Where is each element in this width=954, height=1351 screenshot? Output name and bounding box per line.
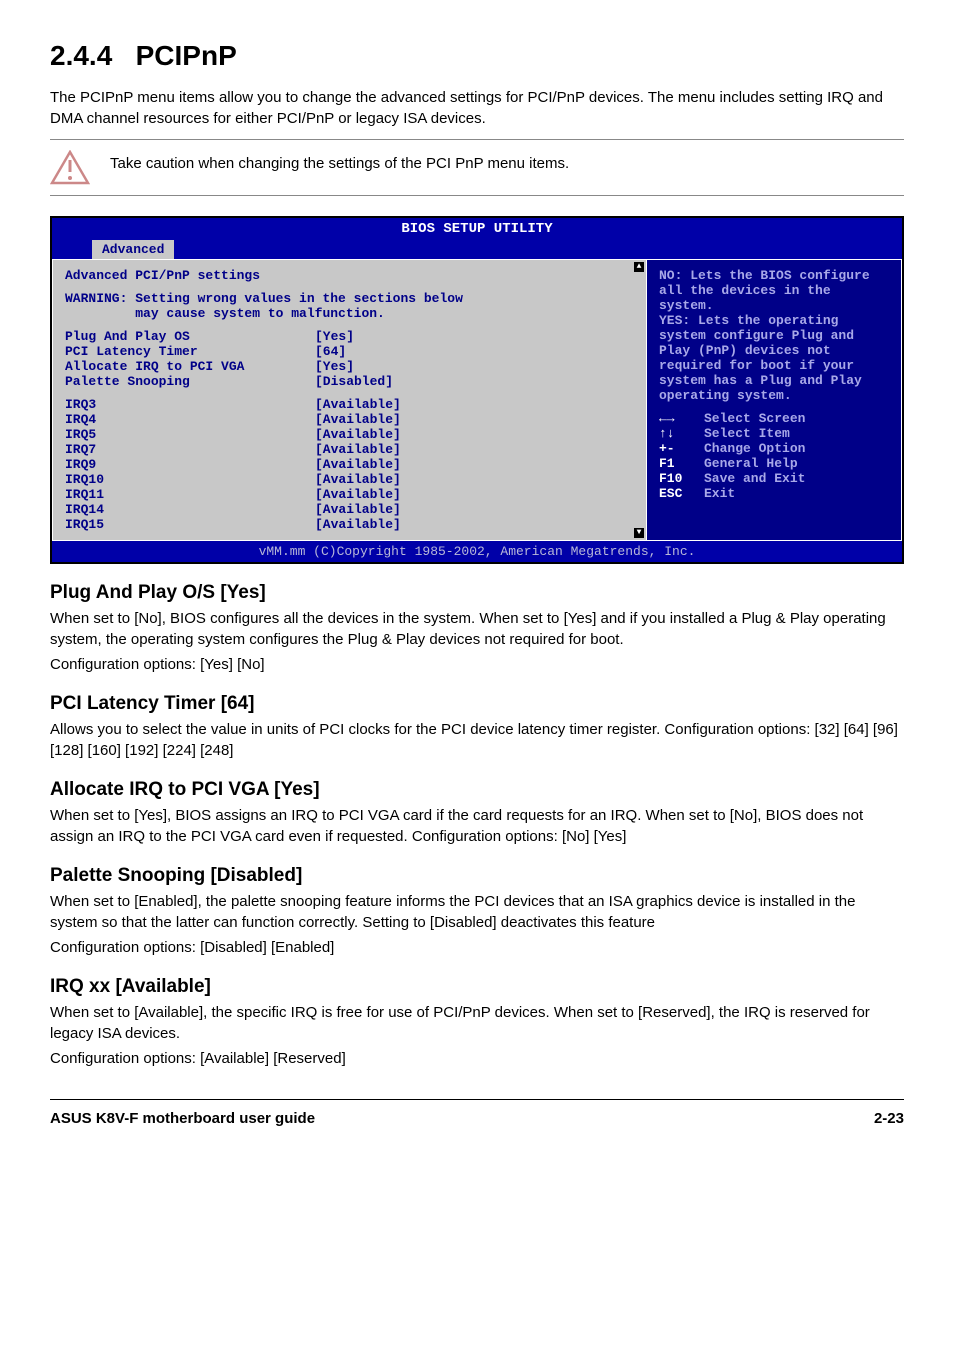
bios-setting-value: [64] (315, 344, 346, 359)
bios-irq-row[interactable]: IRQ14 [Available] (65, 502, 634, 517)
nav-action: Exit (704, 486, 735, 501)
nav-key: F10 (659, 471, 704, 486)
bios-irq-value: [Available] (315, 457, 401, 472)
bios-irq-label: IRQ9 (65, 457, 315, 472)
nav-row: ↑↓Select Item (659, 426, 889, 441)
nav-key: ←→ (659, 411, 704, 426)
subsection-heading: Plug And Play O/S [Yes] (50, 582, 904, 604)
nav-row: F1General Help (659, 456, 889, 471)
guide-name: ASUS K8V-F motherboard user guide (50, 1110, 315, 1127)
bios-setting-row[interactable]: Plug And Play OS [Yes] (65, 329, 634, 344)
bios-irq-label: IRQ10 (65, 472, 315, 487)
nav-key: ESC (659, 486, 704, 501)
nav-action: Select Screen (704, 411, 805, 426)
section-number: 2.4.4 (50, 40, 112, 71)
bios-help-text: NO: Lets the BIOS configure all the devi… (659, 268, 889, 403)
subsection-body: Allows you to select the value in units … (50, 719, 904, 761)
bios-irq-row[interactable]: IRQ3 [Available] (65, 397, 634, 412)
subsection-body: When set to [Enabled], the palette snoop… (50, 891, 904, 933)
subsection-body: When set to [No], BIOS configures all th… (50, 608, 904, 650)
bios-irq-row[interactable]: IRQ4 [Available] (65, 412, 634, 427)
bios-irq-row[interactable]: IRQ7 [Available] (65, 442, 634, 457)
bios-irq-row[interactable]: IRQ9 [Available] (65, 457, 634, 472)
warning-icon (50, 150, 90, 185)
bios-help-panel: NO: Lets the BIOS configure all the devi… (646, 259, 902, 541)
subsection-config: Configuration options: [Yes] [No] (50, 654, 904, 675)
scroll-down-icon[interactable]: ▼ (634, 528, 644, 538)
bios-setting-value: [Yes] (315, 329, 354, 344)
nav-row: ←→Select Screen (659, 411, 889, 426)
bios-irq-label: IRQ14 (65, 502, 315, 517)
bios-irq-value: [Available] (315, 427, 401, 442)
bios-setting-value: [Yes] (315, 359, 354, 374)
nav-action: Change Option (704, 441, 805, 456)
bios-setting-row[interactable]: Allocate IRQ to PCI VGA [Yes] (65, 359, 634, 374)
subsection-config: Configuration options: [Disabled] [Enabl… (50, 937, 904, 958)
nav-row: F10Save and Exit (659, 471, 889, 486)
caution-callout: Take caution when changing the settings … (50, 139, 904, 196)
section-heading: 2.4.4 PCIPnP (50, 40, 904, 72)
bios-main-panel: ▲ Advanced PCI/PnP settings WARNING: Set… (52, 259, 646, 541)
nav-row: ESCExit (659, 486, 889, 501)
subsection-heading: Palette Snooping [Disabled] (50, 865, 904, 887)
nav-key: +- (659, 441, 704, 456)
bios-screenshot: BIOS SETUP UTILITY Advanced ▲ Advanced P… (50, 216, 904, 564)
bios-irq-label: IRQ7 (65, 442, 315, 457)
nav-action: Select Item (704, 426, 790, 441)
bios-irq-label: IRQ3 (65, 397, 315, 412)
bios-nav-keys: ←→Select Screen ↑↓Select Item +-Change O… (659, 411, 889, 501)
bios-setting-label: PCI Latency Timer (65, 344, 315, 359)
bios-irq-row[interactable]: IRQ5 [Available] (65, 427, 634, 442)
bios-irq-value: [Available] (315, 412, 401, 427)
bios-irq-row[interactable]: IRQ11 [Available] (65, 487, 634, 502)
bios-irq-label: IRQ4 (65, 412, 315, 427)
nav-action: General Help (704, 456, 798, 471)
subsection-config: Configuration options: [Available] [Rese… (50, 1048, 904, 1069)
section-title: PCIPnP (136, 40, 237, 71)
bios-irq-label: IRQ5 (65, 427, 315, 442)
nav-action: Save and Exit (704, 471, 805, 486)
bios-panel-heading: Advanced PCI/PnP settings (65, 268, 634, 283)
bios-irq-label: IRQ11 (65, 487, 315, 502)
bios-setting-value: [Disabled] (315, 374, 393, 389)
intro-paragraph: The PCIPnP menu items allow you to chang… (50, 87, 904, 129)
bios-setting-row[interactable]: Palette Snooping [Disabled] (65, 374, 634, 389)
bios-setting-row[interactable]: PCI Latency Timer [64] (65, 344, 634, 359)
bios-irq-value: [Available] (315, 397, 401, 412)
nav-row: +-Change Option (659, 441, 889, 456)
bios-setting-label: Allocate IRQ to PCI VGA (65, 359, 315, 374)
bios-irq-value: [Available] (315, 517, 401, 532)
bios-copyright: vMM.mm (C)Copyright 1985-2002, American … (52, 541, 902, 562)
bios-title: BIOS SETUP UTILITY (52, 218, 902, 240)
bios-warning-text: WARNING: Setting wrong values in the sec… (65, 291, 634, 321)
subsection-heading: PCI Latency Timer [64] (50, 693, 904, 715)
scroll-up-icon[interactable]: ▲ (634, 262, 644, 272)
subsection-body: When set to [Available], the specific IR… (50, 1002, 904, 1044)
page-footer: ASUS K8V-F motherboard user guide 2-23 (50, 1099, 904, 1127)
bios-setting-label: Palette Snooping (65, 374, 315, 389)
bios-irq-label: IRQ15 (65, 517, 315, 532)
bios-tab-advanced[interactable]: Advanced (92, 240, 174, 259)
bios-irq-value: [Available] (315, 472, 401, 487)
bios-irq-value: [Available] (315, 487, 401, 502)
bios-irq-row[interactable]: IRQ15 [Available] (65, 517, 634, 532)
nav-key: ↑↓ (659, 426, 704, 441)
bios-irq-value: [Available] (315, 502, 401, 517)
page-number: 2-23 (874, 1110, 904, 1127)
bios-irq-row[interactable]: IRQ10 [Available] (65, 472, 634, 487)
nav-key: F1 (659, 456, 704, 471)
caution-text: Take caution when changing the settings … (110, 150, 569, 172)
subsection-heading: IRQ xx [Available] (50, 976, 904, 998)
subsection-heading: Allocate IRQ to PCI VGA [Yes] (50, 779, 904, 801)
subsection-body: When set to [Yes], BIOS assigns an IRQ t… (50, 805, 904, 847)
bios-setting-label: Plug And Play OS (65, 329, 315, 344)
bios-irq-value: [Available] (315, 442, 401, 457)
